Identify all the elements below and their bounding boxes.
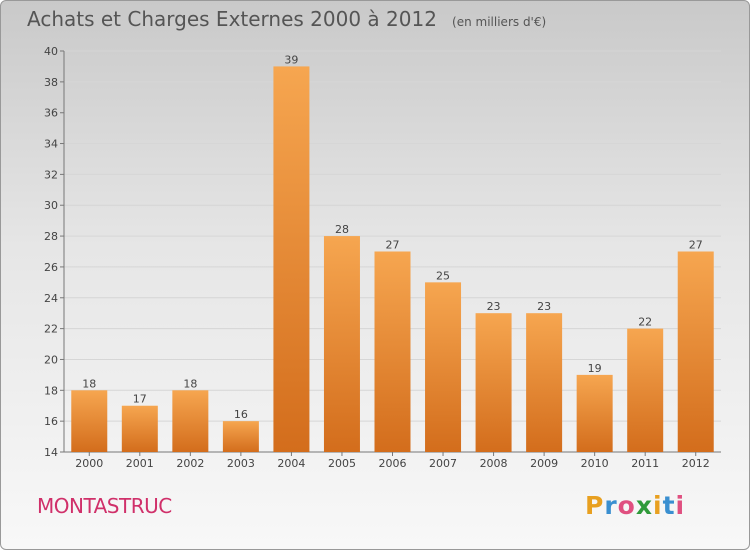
x-tick-label: 2006 [379,457,407,470]
y-tick-label: 16 [44,415,58,428]
data-label: 27 [689,239,703,252]
y-tick-label: 14 [44,446,58,459]
logo-letter: i [653,491,663,520]
bar [222,421,259,452]
data-label: 23 [537,300,551,313]
data-label: 16 [234,408,248,421]
bars [71,66,714,452]
y-tick-label: 38 [44,76,58,89]
y-tick-label: 20 [44,353,58,366]
y-tick-label: 28 [44,230,58,243]
data-label: 18 [82,377,96,390]
y-tick-label: 26 [44,261,58,274]
y-tick-label: 30 [44,199,58,212]
chart-header: Achats et Charges Externes 2000 à 2012 (… [27,7,546,31]
bar [121,405,158,452]
bar [172,390,209,452]
bar [323,236,360,452]
x-tick-label: 2001 [126,457,154,470]
chart-unit: (en milliers d'€) [452,15,547,29]
x-tick-label: 2004 [277,457,305,470]
bar [425,282,462,452]
chart-title: Achats et Charges Externes 2000 à 2012 [27,7,437,31]
y-tick-label: 18 [44,384,58,397]
y-tick-label: 24 [44,292,58,305]
x-tick-label: 2007 [429,457,457,470]
x-tick-label: 2002 [176,457,204,470]
data-label: 17 [133,393,147,406]
data-label: 19 [588,362,602,375]
bar [374,251,411,452]
y-tick-label: 36 [44,107,58,120]
bar [475,313,512,452]
data-label: 22 [638,316,652,329]
data-label: 18 [183,377,197,390]
y-tick-label: 32 [44,168,58,181]
proxiti-logo: Proxiti [585,491,685,520]
x-tick-label: 2003 [227,457,255,470]
x-tick-label: 2009 [530,457,558,470]
commune-name: MONTASTRUC [37,494,172,518]
x-tick-label: 2011 [631,457,659,470]
data-label: 39 [284,53,298,66]
logo-letter: r [604,491,618,520]
y-tick-label: 40 [44,45,58,58]
data-label: 27 [386,239,400,252]
logo-letter: x [635,491,653,520]
bar [576,374,613,452]
y-tick-label: 22 [44,323,58,336]
bar [627,328,664,452]
bar [526,313,563,452]
x-tick-label: 2010 [581,457,609,470]
labels: 14 16 18 20 22 24 26 28 30 32 34 36 38 40 2000 18 2001 17… [44,45,710,470]
logo-letter: i [675,491,686,520]
bar [677,251,714,452]
x-tick-label: 2000 [75,457,103,470]
logo-letter: P [585,491,605,520]
x-tick-label: 2005 [328,457,356,470]
bar [273,66,310,452]
x-tick-label: 2012 [682,457,710,470]
data-label: 28 [335,223,349,236]
logo-letter: o [617,491,636,520]
data-label: 25 [436,269,450,282]
y-tick-label: 34 [44,138,58,151]
data-label: 23 [487,300,501,313]
bar [71,390,108,452]
logo-letter: t [662,491,676,520]
x-tick-label: 2008 [480,457,508,470]
